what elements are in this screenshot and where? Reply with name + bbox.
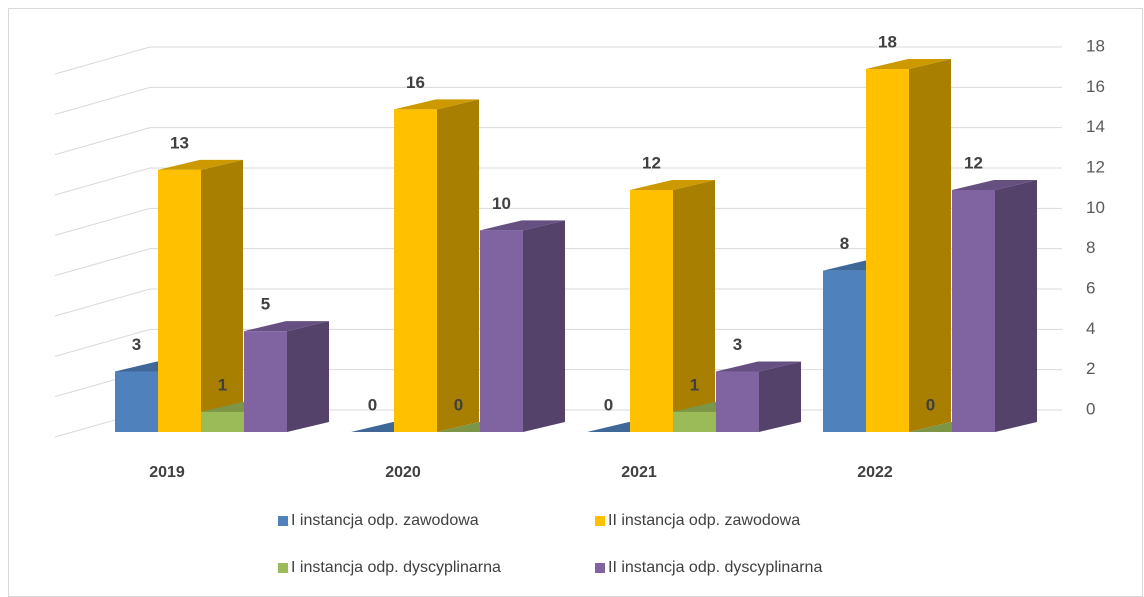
side-grid-line: [54, 328, 151, 357]
legend-label: II instancja odp. zawodowa: [608, 512, 800, 529]
bar-front: [952, 190, 995, 432]
bar-side: [201, 159, 243, 433]
side-grid-line: [54, 167, 151, 196]
bar: [480, 220, 565, 432]
side-grid-line: [54, 46, 151, 75]
bar: [952, 180, 1037, 432]
y-tick-label: 18: [1086, 36, 1105, 55]
y-tick-label: 6: [1086, 278, 1095, 297]
bar-front: [201, 411, 244, 432]
side-grid-line: [54, 248, 151, 277]
bar-top: [630, 180, 715, 190]
x-tick-label: 2020: [385, 464, 421, 481]
bar-side: [909, 59, 951, 432]
x-tick-label: 2022: [857, 464, 893, 481]
bar-side: [287, 321, 329, 432]
x-tick-label: 2021: [621, 464, 657, 481]
bar-top: [866, 59, 951, 69]
bar-top: [158, 159, 243, 170]
y-tick-label: 12: [1086, 157, 1105, 176]
bar-top: [952, 180, 1037, 190]
x-tick-label: 2019: [149, 464, 185, 481]
y-tick-label: 4: [1086, 319, 1095, 338]
bar-front: [244, 331, 287, 432]
bar-side: [759, 361, 801, 432]
data-label: 12: [642, 153, 661, 172]
legend-swatch: [278, 563, 288, 573]
bar: [244, 321, 329, 432]
bar-top: [394, 99, 479, 110]
data-label: 0: [368, 395, 377, 414]
bar: [866, 59, 951, 432]
legend-label: I instancja odp. dyscyplinarna: [291, 559, 501, 576]
bar-side: [995, 180, 1037, 432]
data-label: 3: [132, 335, 141, 354]
bar-front: [158, 169, 201, 433]
side-grid-line: [54, 207, 151, 236]
bar-front: [866, 69, 909, 432]
bar-front: [115, 371, 158, 432]
data-label: 8: [840, 234, 849, 253]
bar-side: [437, 99, 479, 432]
bar-top: [716, 361, 801, 372]
bar-side: [673, 180, 715, 432]
bar-top: [480, 220, 565, 231]
y-tick-label: 0: [1086, 399, 1095, 418]
side-grid-line: [54, 127, 151, 156]
legend-label: I instancja odp. zawodowa: [291, 512, 479, 529]
data-label: 5: [261, 295, 270, 314]
bar-front: [480, 230, 523, 432]
data-label: 1: [218, 375, 227, 394]
data-label: 0: [454, 395, 463, 414]
data-label: 12: [964, 153, 983, 172]
y-tick-label: 2: [1086, 359, 1095, 378]
bar-front: [630, 190, 673, 432]
y-tick-label: 16: [1086, 77, 1105, 96]
data-label: 3: [733, 335, 742, 354]
y-tick-label: 10: [1086, 198, 1105, 217]
side-grid-line: [54, 86, 151, 115]
legend-swatch: [595, 563, 605, 573]
data-label: 18: [878, 32, 897, 51]
bar: [394, 99, 479, 432]
bar-front: [394, 109, 437, 432]
bar-front: [673, 411, 716, 432]
y-tick-label: 14: [1086, 117, 1105, 136]
data-label: 16: [406, 73, 425, 92]
data-label: 0: [604, 395, 613, 414]
bar: [716, 361, 801, 432]
data-label: 1: [690, 375, 699, 394]
legend-label: II instancja odp. dyscyplinarna: [608, 559, 822, 576]
bar-front: [823, 270, 866, 432]
data-label: 10: [492, 194, 511, 213]
data-label: 0: [926, 395, 935, 414]
y-tick-label: 8: [1086, 238, 1095, 257]
side-grid-line: [54, 288, 151, 317]
bar-side: [523, 220, 565, 432]
bar-front: [716, 371, 759, 432]
bar: [158, 159, 243, 433]
data-label: 13: [170, 133, 189, 152]
legend-swatch: [595, 516, 605, 526]
bar: [630, 180, 715, 432]
legend-swatch: [278, 516, 288, 526]
bar-top: [244, 321, 329, 332]
